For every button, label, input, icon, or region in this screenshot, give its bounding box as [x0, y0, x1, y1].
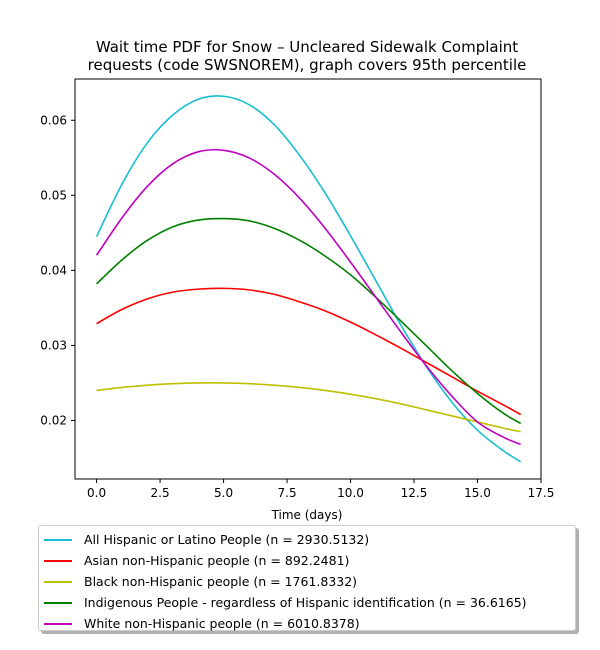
x-tick-label: 15.0 [464, 486, 491, 500]
y-tick-label: 0.05 [40, 188, 67, 202]
x-tick-label: 17.5 [528, 486, 555, 500]
series-line-1 [96, 287, 522, 416]
chart-title-line-2: requests (code SWSNOREM), graph covers 9… [88, 56, 527, 74]
x-tick-label: 10.0 [337, 486, 364, 500]
x-axis: 0.0 2.5 5.0 7.5 10.0 12.5 15.0 17.5 [87, 479, 554, 500]
x-tick-label: 7.5 [278, 486, 297, 500]
legend-item: White non-Hispanic people (n = 6010.8378… [39, 613, 575, 634]
series-line-3 [96, 217, 522, 425]
chart-title-line-1: Wait time PDF for Snow – Uncleared Sidew… [96, 38, 518, 56]
chart-legend: All Hispanic or Latino People (n = 2930.… [38, 525, 576, 631]
series-lines [95, 95, 522, 463]
x-tick-label: 2.5 [151, 486, 170, 500]
y-tick-label: 0.03 [40, 338, 67, 352]
series-line-0 [95, 95, 522, 463]
legend-swatch [44, 601, 72, 604]
legend-item: Indigenous People - regardless of Hispan… [39, 592, 575, 613]
y-tick-label: 0.06 [40, 113, 67, 127]
legend-swatch [44, 538, 72, 541]
legend-item: All Hispanic or Latino People (n = 2930.… [39, 529, 575, 550]
plot-area-frame [74, 78, 542, 480]
legend-label: White non-Hispanic people (n = 6010.8378… [84, 616, 360, 631]
legend-swatch [44, 622, 72, 625]
legend-label: Black non-Hispanic people (n = 1761.8332… [84, 574, 358, 589]
legend-label: Indigenous People - regardless of Hispan… [84, 595, 527, 610]
y-tick-label: 0.04 [40, 263, 67, 277]
legend-item: Asian non-Hispanic people (n = 892.2481) [39, 550, 575, 571]
legend-label: All Hispanic or Latino People (n = 2930.… [84, 532, 370, 547]
legend-swatch [44, 580, 72, 583]
x-tick-label: 12.5 [401, 486, 428, 500]
legend-swatch [44, 559, 72, 562]
x-axis-label: Time (days) [271, 508, 343, 522]
legend-item: Black non-Hispanic people (n = 1761.8332… [39, 571, 575, 592]
x-tick-label: 0.0 [87, 486, 106, 500]
y-axis: 0.02 0.03 0.04 0.05 0.06 [40, 113, 75, 427]
legend-label: Asian non-Hispanic people (n = 892.2481) [84, 553, 350, 568]
y-tick-label: 0.02 [40, 413, 67, 427]
x-tick-label: 5.0 [214, 486, 233, 500]
series-line-4 [95, 148, 521, 446]
series-line-2 [96, 382, 521, 433]
